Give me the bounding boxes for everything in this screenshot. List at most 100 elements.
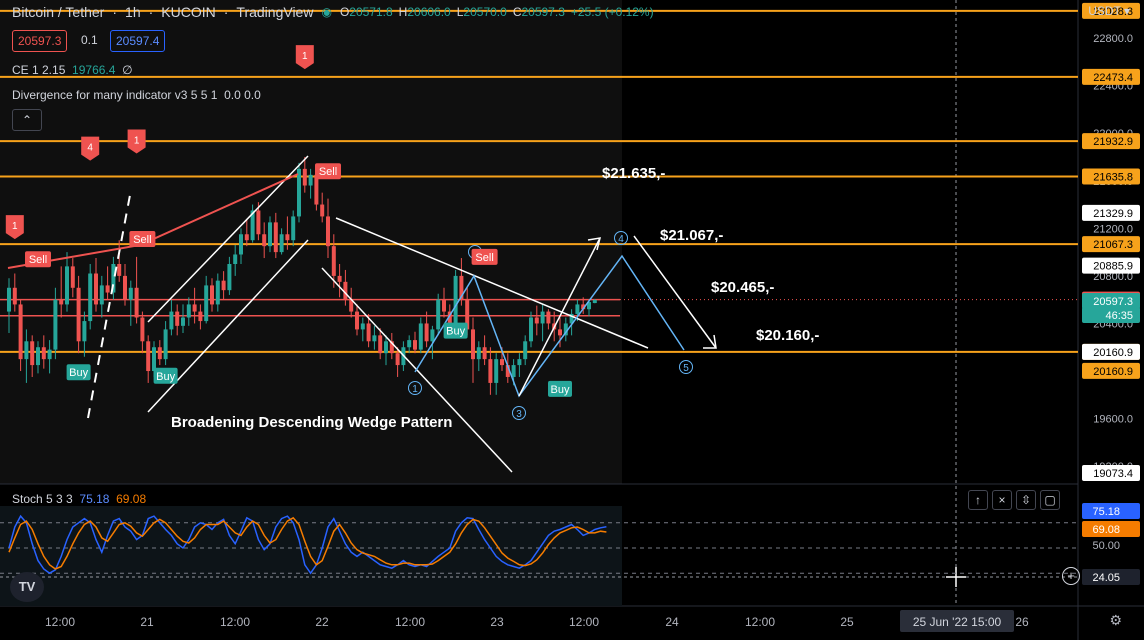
currency-selector[interactable]: USDT ▾ (1088, 4, 1130, 18)
candle-body (308, 174, 313, 186)
stoch-axis-tag (1082, 503, 1140, 519)
tradingview-logo: TV (10, 572, 44, 602)
candle-body (36, 347, 40, 366)
x-tick-label: 21 (140, 615, 154, 629)
buy-signal-label: Buy (551, 384, 570, 396)
level-price-tag (1082, 133, 1140, 150)
axis-price-label: 19073.4 (1093, 468, 1133, 480)
plus-icon[interactable]: + (1062, 567, 1080, 585)
candle-body (262, 234, 267, 247)
candle-body (366, 323, 371, 342)
change-value: +25.5 (+0.12%) (570, 5, 654, 19)
candle-body (163, 329, 168, 360)
candle-body (250, 210, 255, 241)
level-price-tag (1082, 362, 1140, 379)
candle-body (523, 341, 528, 360)
axis-price-tag (1082, 343, 1140, 360)
pane-collapse-button[interactable]: ⇳ (1016, 490, 1036, 510)
candle-body (558, 329, 562, 336)
ce-value: 19766.4 (72, 63, 116, 77)
interval[interactable]: 1h (125, 4, 141, 20)
sell-price-box[interactable]: 20597.3 (12, 30, 68, 52)
stoch-d-line (8, 516, 607, 570)
divergence-indicator-legend[interactable]: Divergence for many indicator v3 5 5 1 0… (12, 88, 261, 102)
candle-body (343, 281, 348, 300)
candle-body (389, 341, 394, 354)
target-annotation: $20.160,- (756, 327, 819, 344)
axis-price-tag (1082, 292, 1140, 309)
candle-body (12, 287, 17, 305)
pattern-label: Broadening Descending Wedge Pattern (171, 414, 452, 431)
buy-signal (443, 322, 468, 339)
candle-body (215, 280, 220, 305)
pane-up-button[interactable]: ↑ (968, 490, 988, 510)
candle-body (355, 311, 359, 330)
stoch-legend[interactable]: Stoch 5 3 3 75.18 69.08 (12, 492, 147, 506)
candle-body (70, 266, 75, 288)
candle-body (453, 275, 458, 324)
low-value: 20570.0 (463, 5, 507, 19)
candle-body (227, 264, 232, 291)
buy-price-box[interactable]: 20597.4 (110, 30, 166, 52)
stoch-axis-label: 69.08 (1092, 524, 1120, 536)
sell-signal (315, 163, 341, 180)
candle-body (233, 254, 238, 264)
candle-body (430, 329, 435, 342)
x-tick-label: 26 (1015, 615, 1029, 629)
arrow-head-icon (703, 334, 717, 349)
chevron-up-icon[interactable]: ⌃ (12, 109, 42, 131)
axis-price-label: 20885.9 (1093, 261, 1133, 273)
candle-body (471, 329, 475, 360)
wedge-upper-line (335, 217, 649, 349)
gear-icon[interactable]: ⚙ (1109, 612, 1122, 628)
projection-arrow-down (633, 235, 717, 349)
buy-signal-label: Buy (156, 371, 175, 383)
candle-body (575, 304, 580, 314)
axis-price-tag (1082, 257, 1140, 274)
divergence-flag-label: 1 (302, 51, 308, 62)
stoch-axis-label: 24.05 (1092, 572, 1120, 584)
candle-body (239, 234, 243, 255)
buy-signal-label: Buy (69, 367, 88, 379)
candle-body (331, 246, 336, 276)
candle-body (268, 222, 272, 247)
open-value: 20571.8 (349, 5, 393, 19)
close-value: 20597.3 (521, 5, 565, 19)
buy-signal-label: Buy (446, 326, 465, 338)
pane-maximize-button[interactable]: ▢ (1040, 490, 1060, 510)
ce-indicator-legend[interactable]: CE 1 2.15 19766.4 ∅ (12, 63, 133, 77)
level-price-tag (1082, 2, 1140, 19)
wave-label: 1 (412, 384, 418, 395)
sell-signal (471, 248, 498, 265)
candle-body (30, 341, 35, 366)
x-tick-label: 25 (840, 615, 854, 629)
axis-price-label: 21329.9 (1093, 208, 1133, 220)
buy-signal (66, 364, 91, 381)
candle-body (511, 365, 516, 377)
y-tick-label: 19600.0 (1093, 414, 1133, 426)
candle-body (581, 304, 586, 310)
candle-body (24, 341, 29, 360)
stoch-k-line (8, 514, 607, 575)
target-annotation: $21.635,- (602, 165, 665, 182)
projection-arrow-up (518, 237, 601, 397)
axis-price-label: 46:35 (1105, 310, 1133, 322)
candle-body (546, 311, 551, 324)
divergence-flag-label: 1 (134, 136, 140, 147)
candle-body (117, 264, 122, 276)
candle-body (105, 285, 110, 293)
candle-body (418, 323, 423, 350)
divergence-flag-label: 1 (12, 221, 18, 232)
candle-body (175, 311, 180, 326)
candle-body (285, 234, 290, 241)
target-annotation: $21.067,- (660, 227, 723, 244)
dashed-trend-line (87, 194, 131, 419)
pane-close-button[interactable]: × (992, 490, 1012, 510)
candle-body (569, 313, 574, 324)
x-tick-label: 24 (665, 615, 679, 629)
x-tick-label: 12:00 (45, 615, 75, 629)
symbol-name[interactable]: Bitcoin / Tether (12, 4, 105, 20)
candle-body (436, 299, 441, 330)
sell-signal-label: Sell (133, 234, 151, 246)
